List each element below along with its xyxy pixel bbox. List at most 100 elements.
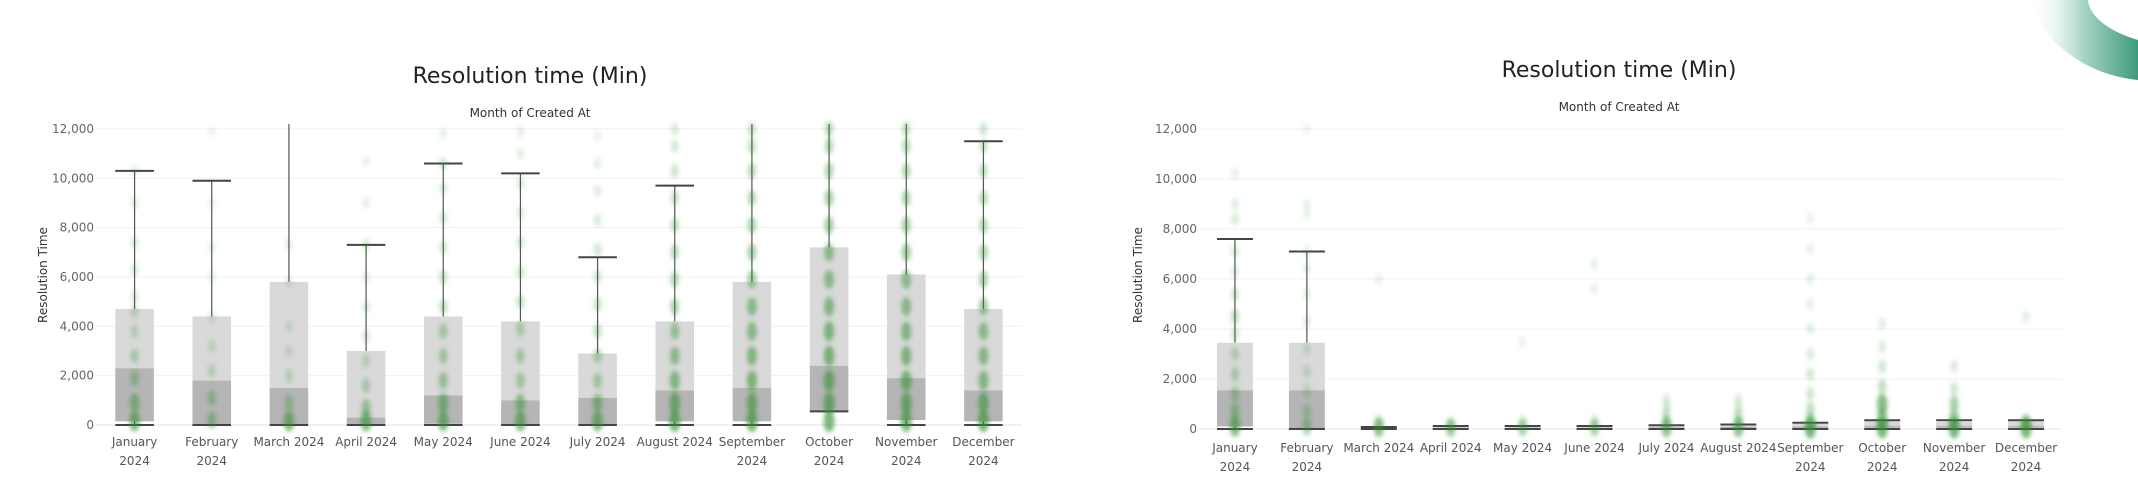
data-point-cluster	[978, 322, 989, 341]
data-point-cluster	[1590, 415, 1599, 428]
data-point-cluster	[208, 241, 215, 253]
x-tick-label-year: 2024	[737, 454, 768, 468]
data-point-cluster	[593, 348, 602, 364]
data-point-cluster	[901, 270, 911, 289]
data-point-cluster	[1303, 123, 1311, 135]
data-point-cluster	[824, 216, 834, 235]
x-tick-label: February	[1280, 441, 1333, 455]
data-point-cluster	[439, 299, 448, 314]
x-tick-label-year: 2024	[968, 454, 999, 468]
data-point-cluster	[1876, 393, 1888, 415]
data-point-cluster	[746, 346, 757, 366]
data-point-cluster	[747, 138, 756, 154]
y-tick-label: 4,000	[1163, 322, 1197, 336]
data-point-cluster	[1303, 384, 1311, 399]
data-point-cluster	[130, 304, 139, 319]
y-tick-label: 10,000	[52, 171, 94, 185]
x-tick-label: October	[1858, 441, 1906, 455]
data-point-cluster	[670, 298, 680, 315]
y-tick-label: 8,000	[60, 221, 94, 235]
data-point-cluster	[592, 393, 603, 412]
data-point-cluster	[670, 217, 679, 233]
data-point-cluster	[439, 156, 447, 170]
data-point-cluster	[439, 211, 447, 225]
data-point-cluster	[979, 190, 988, 206]
data-point-cluster	[515, 410, 526, 432]
data-point-cluster	[1878, 318, 1886, 330]
data-point-cluster	[439, 181, 447, 195]
data-point-cluster	[902, 121, 911, 137]
y-tick-label: 2,000	[60, 369, 94, 383]
boxplot-chart: 12,000 10,000 8,000 6,000 4,000 2,000 0 Resolut…	[36, 121, 1022, 468]
x-tick-label-year: 2024	[1795, 460, 1826, 474]
data-point-cluster	[438, 410, 449, 432]
data-point-cluster	[284, 394, 294, 411]
data-point-cluster	[360, 410, 372, 432]
data-point-cluster	[1230, 386, 1240, 402]
data-point-cluster	[1231, 346, 1239, 362]
data-point-cluster	[824, 243, 834, 262]
data-point-cluster	[1303, 315, 1311, 328]
data-point-cluster	[517, 125, 524, 138]
data-point-cluster	[362, 271, 370, 283]
data-point-cluster	[516, 177, 524, 190]
data-point-cluster	[670, 271, 679, 288]
data-point-cluster	[1230, 402, 1240, 421]
data-point-cluster	[824, 269, 834, 289]
data-point-cluster	[824, 138, 834, 155]
x-tick-label-year: 2024	[1939, 460, 1970, 474]
x-tick-label: July 2024	[1637, 441, 1694, 455]
data-point-cluster	[1806, 347, 1814, 361]
data-point-cluster	[746, 392, 758, 414]
data-point-cluster	[516, 265, 525, 279]
data-point-cluster	[1303, 245, 1311, 258]
data-point-cluster	[515, 393, 526, 412]
chart-subtitle: Month of Created At	[469, 106, 591, 120]
data-point-cluster	[747, 190, 757, 207]
data-point-cluster	[1806, 323, 1814, 335]
data-point-cluster	[824, 162, 834, 180]
y-tick-label: 12,000	[52, 122, 94, 136]
x-tick-label-year: 2024	[1220, 460, 1251, 474]
data-point-cluster	[901, 243, 911, 262]
data-point-cluster	[1950, 360, 1958, 373]
data-point-cluster	[362, 197, 370, 209]
y-tick-label: 0	[1189, 422, 1197, 436]
data-point-cluster	[747, 216, 757, 234]
data-point-cluster	[1302, 404, 1311, 419]
data-point-cluster	[208, 197, 215, 209]
x-tick-label: May 2024	[414, 435, 473, 449]
data-point-cluster	[439, 240, 447, 255]
data-point-cluster	[979, 163, 988, 179]
data-point-cluster	[979, 217, 988, 234]
x-tick-label: February	[185, 435, 238, 449]
y-tick-label: 2,000	[1163, 372, 1197, 386]
data-point-cluster	[747, 243, 757, 261]
boxplot-panel-right: Resolution time (Min) Month of Created A…	[1100, 0, 2138, 502]
data-point-cluster	[823, 369, 835, 392]
data-point-cluster	[1231, 198, 1239, 210]
data-point-cluster	[362, 354, 370, 368]
data-point-cluster	[823, 321, 835, 342]
data-point-cluster	[1303, 342, 1311, 356]
data-point-cluster	[1375, 414, 1383, 429]
data-point-cluster	[1807, 213, 1814, 225]
data-point-cluster	[131, 197, 138, 209]
y-tick-label: 8,000	[1163, 222, 1197, 236]
data-point-cluster	[671, 122, 679, 136]
data-point-cluster	[593, 297, 602, 312]
data-point-cluster	[670, 322, 680, 340]
data-point-cluster	[208, 271, 215, 283]
data-point-cluster	[671, 164, 679, 178]
data-point-cluster	[747, 297, 757, 316]
data-point-cluster	[361, 399, 371, 417]
data-point-cluster	[131, 236, 139, 249]
data-point-cluster	[901, 370, 912, 391]
data-point-cluster	[592, 410, 603, 432]
data-point-cluster	[594, 184, 601, 197]
boxplot-panel-left: Resolution time (Min) Month of Created A…	[0, 0, 1060, 502]
data-point-cluster	[517, 147, 524, 160]
chart-title: Resolution time (Min)	[1501, 58, 1737, 83]
data-point-cluster	[285, 320, 293, 333]
chart-subtitle: Month of Created At	[1558, 100, 1680, 114]
